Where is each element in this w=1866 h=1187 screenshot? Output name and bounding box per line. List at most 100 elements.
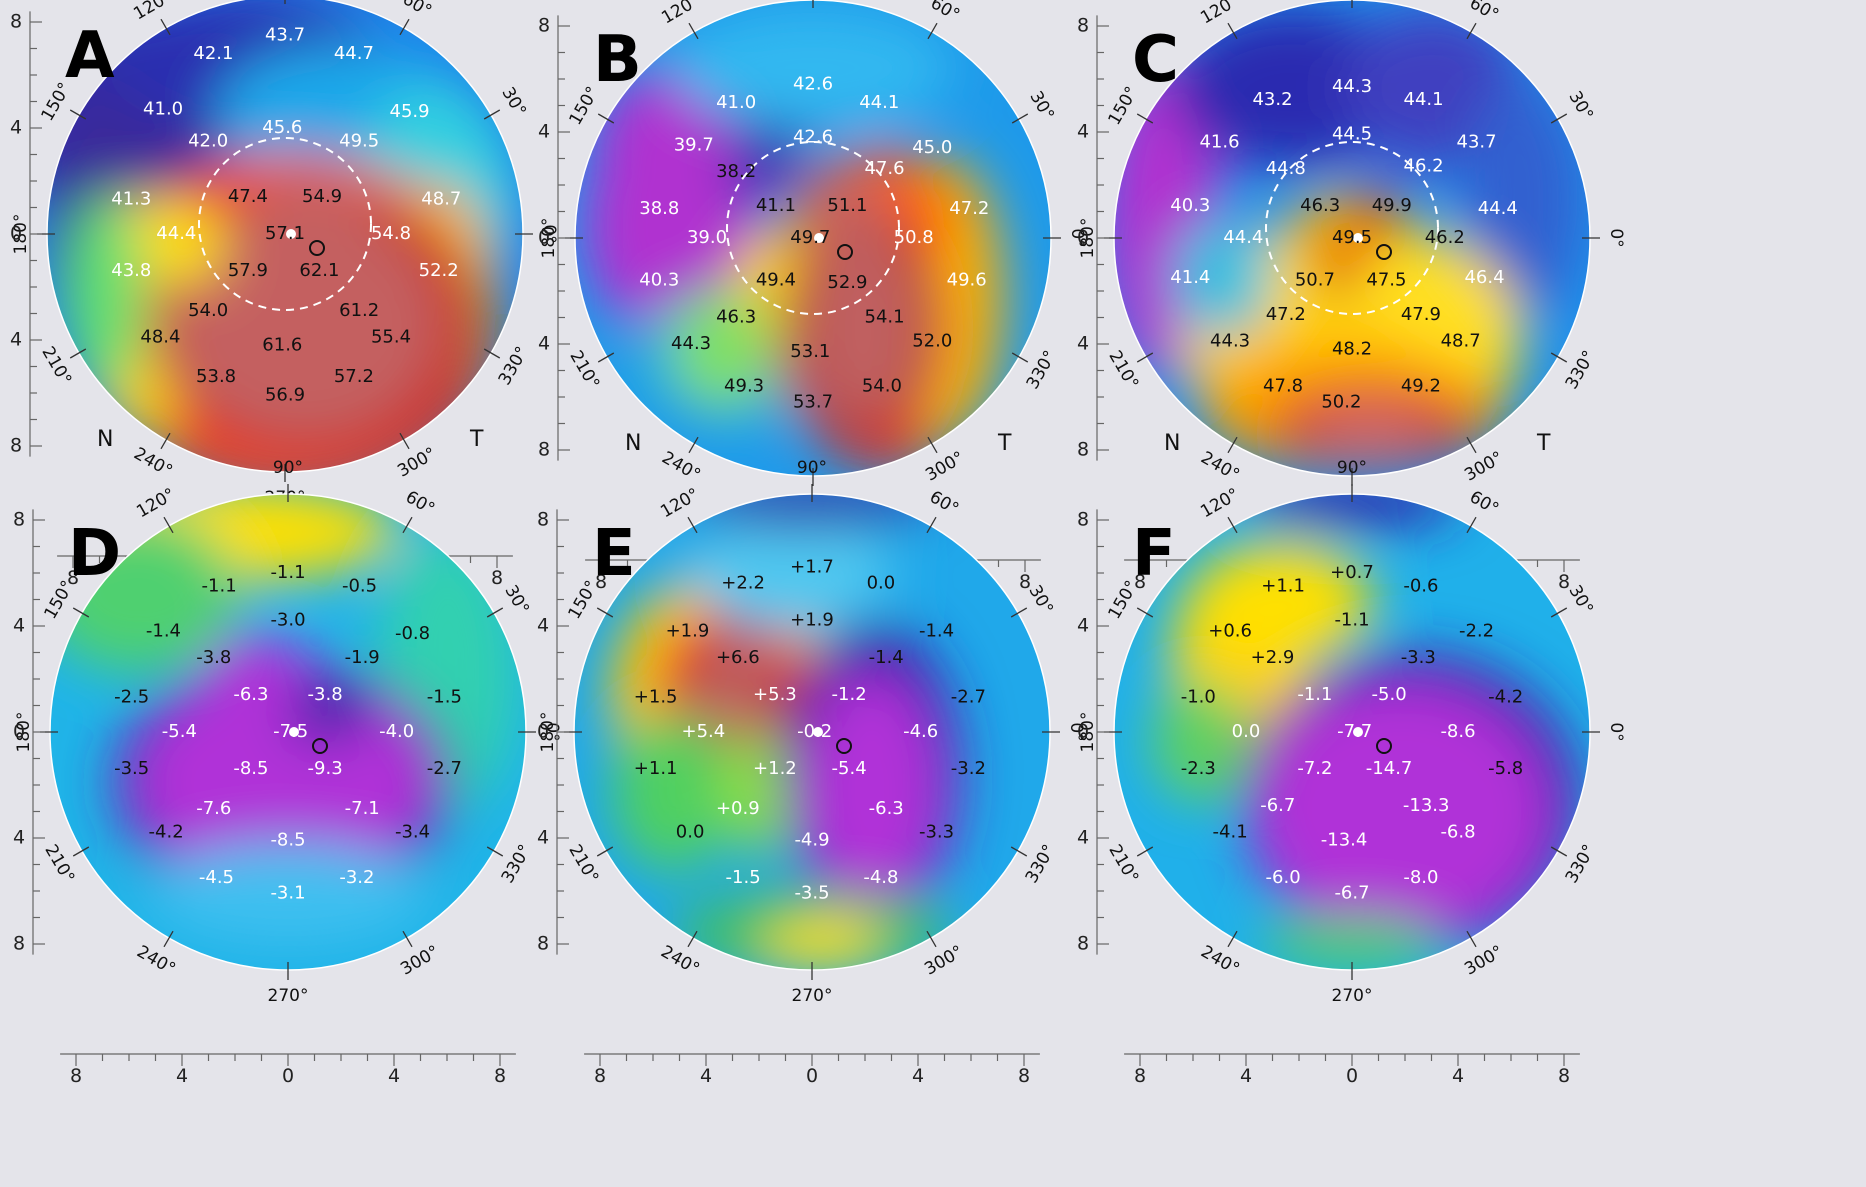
angle-label: 270°	[792, 986, 833, 1006]
panel-letter: F	[1132, 517, 1176, 591]
map-value: +2.2	[721, 573, 765, 594]
map-value: 43.2	[1252, 89, 1292, 110]
pupil-circle	[1265, 141, 1439, 315]
map-value: -3.8	[196, 647, 231, 668]
map-value: 54.8	[371, 223, 411, 244]
map-value: -1.4	[146, 620, 181, 641]
map-value: -1.9	[345, 647, 380, 668]
map-value: 44.4	[1223, 227, 1263, 248]
angle-label: 330°	[1023, 347, 1061, 392]
map-value: -8.5	[233, 758, 268, 779]
map-value: -3.3	[919, 822, 954, 843]
angle-label: 90°	[797, 458, 827, 478]
y-tick-label: 4	[1077, 615, 1089, 637]
center-marker	[1353, 233, 1363, 243]
y-tick-label: 8	[1077, 933, 1089, 955]
map-value: 44.4	[156, 223, 196, 244]
map-value: +1.1	[1261, 575, 1305, 596]
map-value: -7.5	[273, 721, 308, 742]
temporal-label: T	[1536, 431, 1551, 456]
map-value: 49.9	[1372, 195, 1412, 216]
panel-d: 90°60°30°0°330°300°270°240°210°180°150°1…	[13, 458, 562, 1087]
apex-marker	[312, 738, 328, 754]
map-value: 44.3	[1210, 330, 1250, 351]
angle-label: 180°	[538, 712, 558, 753]
map-value: -5.4	[162, 721, 197, 742]
y-tick-label: 0	[1077, 721, 1089, 743]
map-value: 61.6	[262, 334, 302, 355]
map-value: 44.3	[671, 333, 711, 354]
angle-label: 30°	[497, 84, 529, 120]
map-value: 62.1	[299, 260, 339, 281]
map-value: 53.1	[790, 341, 830, 362]
x-tick-label: 8	[491, 567, 503, 589]
panel-a: 90°60°30°0°330°300°270°240°210°180°150°1…	[10, 0, 559, 589]
map-value: 38.8	[639, 198, 679, 219]
map-value: +2.9	[1251, 647, 1295, 668]
angle-label: 270°	[1332, 986, 1373, 1006]
center-marker	[1353, 727, 1363, 737]
map-value: 52.0	[912, 330, 952, 351]
y-axis: 8 4 0 4 8	[537, 509, 569, 955]
map-value: 50.2	[1321, 391, 1361, 412]
angle-label: 90°	[1337, 458, 1367, 478]
color-map	[50, 494, 526, 970]
map-value: -14.7	[1366, 758, 1413, 779]
map-value: 43.7	[1457, 132, 1497, 153]
x-tick-label: 4	[700, 1065, 712, 1087]
map-value: 47.6	[865, 158, 905, 179]
angle-label: 210°	[1104, 347, 1142, 392]
map-value: -1.1	[202, 575, 237, 596]
angle-label: 240°	[1197, 448, 1242, 486]
map-value: -4.8	[863, 867, 898, 888]
map-value: 49.6	[947, 269, 987, 290]
angle-label: 120°	[1197, 0, 1242, 28]
y-axis: 8 4 0 4 8	[13, 509, 45, 955]
angle-label: 120°	[657, 484, 702, 522]
map-value: 46.3	[716, 307, 756, 328]
y-tick-label: 4	[13, 615, 25, 637]
angle-label: 120°	[1197, 484, 1242, 522]
temporal-label: T	[997, 431, 1012, 456]
map-value: 47.9	[1401, 304, 1441, 325]
pupil-circle	[726, 141, 900, 315]
x-tick-label: 8	[70, 1065, 82, 1087]
map-value: -3.0	[270, 610, 305, 631]
map-value: 45.9	[390, 101, 430, 122]
map-value: 47.5	[1366, 269, 1406, 290]
y-axis: 8 4 0 4 8	[1077, 15, 1109, 461]
map-value: -4.5	[199, 867, 234, 888]
y-tick-label: 4	[10, 117, 22, 139]
map-value: -3.3	[1401, 647, 1436, 668]
angle-label: 330°	[1022, 841, 1060, 886]
angle-label: 180°	[11, 214, 31, 255]
map-value: 41.0	[716, 92, 756, 113]
map-value: -3.8	[308, 684, 343, 705]
map-value: -7.6	[196, 798, 231, 819]
map-value: +0.6	[1208, 620, 1252, 641]
map-value: 46.2	[1404, 155, 1444, 176]
map-value: -2.7	[427, 758, 462, 779]
x-tick-label: 8	[1134, 1065, 1146, 1087]
map-value: 38.2	[716, 161, 756, 182]
map-value: 42.6	[793, 126, 833, 147]
map-value: -0.6	[1403, 575, 1438, 596]
angle-label: 30°	[500, 582, 532, 618]
angle-label: 330°	[1562, 841, 1600, 886]
angle-label: 120°	[130, 0, 175, 24]
map-value: 57.9	[228, 260, 268, 281]
map-value: -6.7	[1334, 883, 1369, 904]
map-value: 40.3	[1170, 195, 1210, 216]
map-value: -0.5	[342, 575, 377, 596]
map-value: -7.7	[1337, 721, 1372, 742]
y-tick-label: 4	[538, 121, 550, 143]
x-tick-label: 4	[388, 1065, 400, 1087]
color-map	[574, 494, 1050, 970]
temporal-label: T	[469, 427, 484, 452]
angle-label: 300°	[1461, 448, 1506, 486]
angle-label: 0°	[1066, 722, 1086, 741]
x-tick-label: 8	[67, 567, 79, 589]
map-value: +1.9	[666, 620, 710, 641]
map-value: 49.7	[790, 227, 830, 248]
map-value: -3.2	[339, 867, 374, 888]
